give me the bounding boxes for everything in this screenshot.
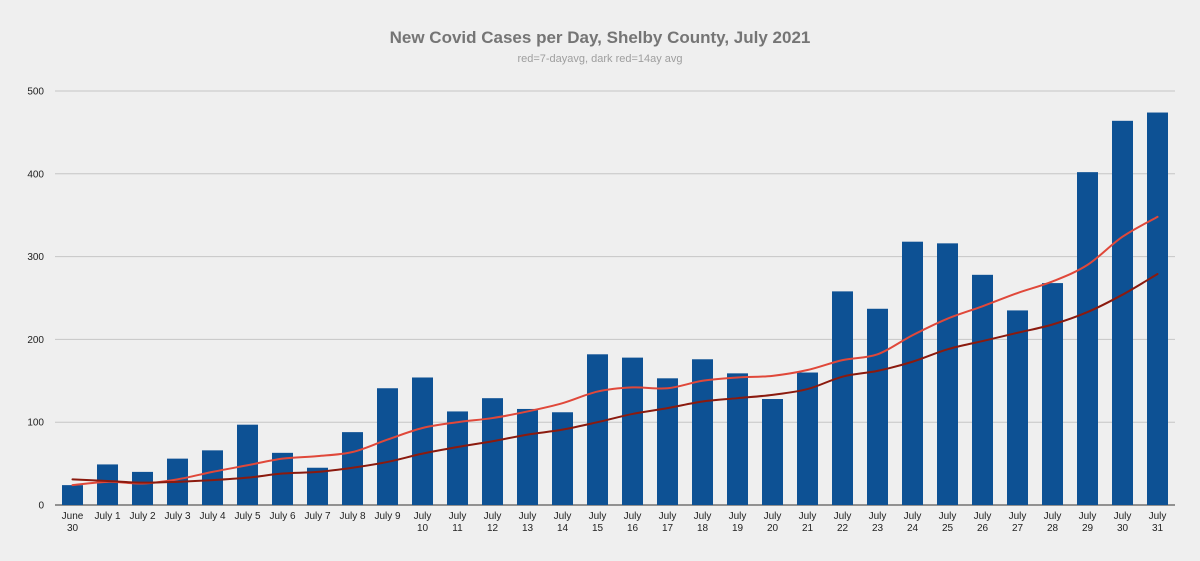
bar <box>902 241 923 506</box>
bar <box>202 450 223 505</box>
bar <box>622 357 643 505</box>
x-tick-label: 24 <box>907 523 919 534</box>
x-tick-label: July <box>764 511 782 522</box>
x-tick-label: July <box>1009 511 1027 522</box>
bar <box>1147 112 1168 505</box>
bar <box>552 412 573 505</box>
x-tick-label: 20 <box>767 523 779 534</box>
x-tick-label: July <box>1044 511 1062 522</box>
x-tick-label: 10 <box>417 523 429 534</box>
series-line-14-day-avg <box>71 272 1159 484</box>
bar <box>377 388 398 505</box>
x-tick-label: July 7 <box>304 511 331 522</box>
x-tick-label: July 4 <box>199 511 226 522</box>
y-tick-label: 0 <box>38 501 44 512</box>
x-tick-label: 26 <box>977 523 989 534</box>
chart-title: New Covid Cases per Day, Shelby County, … <box>389 28 811 47</box>
chart-subtitle: red=7-dayavg, dark red=14ay avg <box>517 53 683 65</box>
bar <box>692 359 713 505</box>
y-tick-label: 100 <box>27 418 44 429</box>
y-tick-label: 300 <box>27 252 44 263</box>
x-tick-label: 25 <box>942 523 954 534</box>
x-tick-label: July <box>449 511 467 522</box>
bar <box>972 274 993 505</box>
x-tick-label: July <box>869 511 887 522</box>
x-tick-label: July 3 <box>164 511 191 522</box>
x-tick-label: July <box>904 511 922 522</box>
x-tick-label: 14 <box>557 523 569 534</box>
bar <box>447 411 468 505</box>
x-tick-label: 17 <box>662 523 674 534</box>
x-tick-label: July <box>519 511 537 522</box>
bar <box>517 408 538 505</box>
bar <box>272 452 293 505</box>
x-tick-label: July <box>659 511 677 522</box>
x-tick-label: 21 <box>802 523 814 534</box>
x-tick-label: 15 <box>592 523 604 534</box>
bar <box>797 372 818 505</box>
bar <box>937 243 958 506</box>
x-tick-label: July <box>624 511 642 522</box>
x-tick-label: 11 <box>452 523 463 534</box>
x-tick-label: July 2 <box>129 511 156 522</box>
x-tick-label: 23 <box>872 523 884 534</box>
bar <box>1007 310 1028 505</box>
bar <box>412 377 433 505</box>
x-tick-label: July <box>799 511 817 522</box>
x-tick-label: July <box>974 511 992 522</box>
x-tick-label: June <box>62 511 84 522</box>
x-tick-label: 29 <box>1082 523 1094 534</box>
x-tick-label: July <box>1149 511 1167 522</box>
y-tick-label: 500 <box>27 87 44 98</box>
bar <box>657 378 678 505</box>
bar <box>307 467 328 505</box>
y-tick-label: 400 <box>27 169 44 180</box>
x-tick-label: July 5 <box>234 511 261 522</box>
x-tick-label: July <box>939 511 957 522</box>
bar <box>587 354 608 505</box>
x-tick-label: 12 <box>487 523 499 534</box>
x-tick-label: 16 <box>627 523 639 534</box>
series-line-7-day-avg <box>71 215 1159 487</box>
x-tick-label: July 9 <box>374 511 401 522</box>
bar <box>1077 172 1098 506</box>
bar <box>1112 120 1133 506</box>
bar <box>97 464 118 505</box>
bar <box>762 399 783 505</box>
x-tick-label: 19 <box>732 523 744 534</box>
bar <box>132 471 153 505</box>
y-tick-label: 200 <box>27 335 44 346</box>
x-tick-label: 27 <box>1012 523 1024 534</box>
x-tick-label: 13 <box>522 523 534 534</box>
bar <box>482 398 503 505</box>
bar <box>1042 283 1063 505</box>
x-tick-label: July <box>694 511 712 522</box>
x-tick-label: 18 <box>697 523 709 534</box>
x-tick-label: July <box>484 511 502 522</box>
x-tick-label: July <box>589 511 607 522</box>
x-tick-label: July <box>414 511 432 522</box>
x-tick-label: July 1 <box>94 511 121 522</box>
x-tick-label: July <box>1079 511 1097 522</box>
x-tick-label: July 8 <box>339 511 366 522</box>
x-tick-label: 30 <box>67 523 79 534</box>
x-tick-label: 28 <box>1047 523 1059 534</box>
x-tick-label: July <box>834 511 852 522</box>
x-tick-label: 30 <box>1117 523 1129 534</box>
bar <box>62 485 83 505</box>
x-tick-label: July <box>729 511 747 522</box>
x-tick-label: 31 <box>1152 523 1164 534</box>
bar <box>867 308 888 505</box>
x-tick-label: July <box>554 511 572 522</box>
x-tick-label: July <box>1114 511 1132 522</box>
x-tick-label: 22 <box>837 523 849 534</box>
bar <box>727 373 748 505</box>
bar <box>832 291 853 505</box>
x-tick-label: July 6 <box>269 511 296 522</box>
